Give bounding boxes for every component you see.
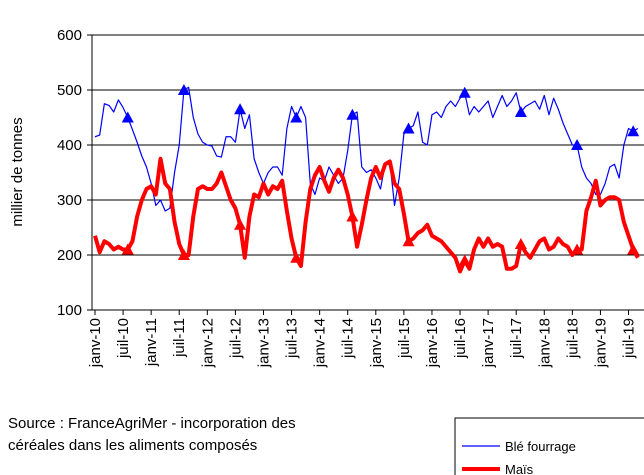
x-tick-label: janv-10 [87,318,104,368]
marker [121,243,134,255]
legend-label: Maïs [505,462,534,475]
x-tick-label: janv-13 [255,318,272,368]
y-axis-label: millier de tonnes [9,117,26,226]
marker [458,254,471,266]
x-tick-label: janv-19 [592,318,609,368]
x-tick-label: juil-12 [227,318,244,359]
x-tick-label: juil-15 [396,318,413,359]
marker [234,218,247,230]
x-tick-label: janv-11 [143,318,160,367]
marker [177,249,190,260]
x-tick-label: janv-18 [536,318,553,368]
x-tick-label: juil-11 [171,318,188,358]
marker [290,111,303,123]
y-tick-label: 400 [57,137,82,154]
marker [402,235,415,247]
marker [234,103,247,115]
x-tick-label: juil-13 [284,318,301,359]
x-tick-label: janv-17 [480,318,497,368]
marker [571,243,584,255]
y-tick-label: 300 [57,192,82,209]
legend-label: Blé fourrage [505,439,576,454]
marker [290,251,303,263]
marker [627,125,640,137]
x-tick-label: janv-15 [368,318,385,368]
marker [346,108,359,120]
y-tick-label: 200 [57,247,82,264]
x-tick-label: juil-10 [115,318,132,359]
marker [458,86,471,98]
x-tick-label: juil-14 [340,318,357,359]
x-tick-label: juil-19 [621,318,638,359]
marker [571,139,584,150]
x-tick-label: janv-16 [424,318,441,368]
y-tick-label: 100 [57,302,82,319]
x-tick-label: juil-16 [452,318,469,359]
x-tick-label: janv-12 [199,318,216,368]
source-line: Source : FranceAgriMer - incorporation d… [8,415,296,432]
marker [627,243,640,255]
x-tick-label: juil-17 [508,318,525,359]
y-tick-label: 600 [57,27,82,44]
marker [514,106,527,117]
source-line: céréales dans les aliments composés [8,437,257,454]
marker [514,238,527,249]
marker [402,122,415,134]
marker [177,84,190,95]
marker [346,210,359,222]
x-tick-label: janv-14 [312,318,329,368]
x-tick-label: juil-18 [564,318,581,359]
marker [121,111,134,123]
y-tick-label: 500 [57,82,82,99]
